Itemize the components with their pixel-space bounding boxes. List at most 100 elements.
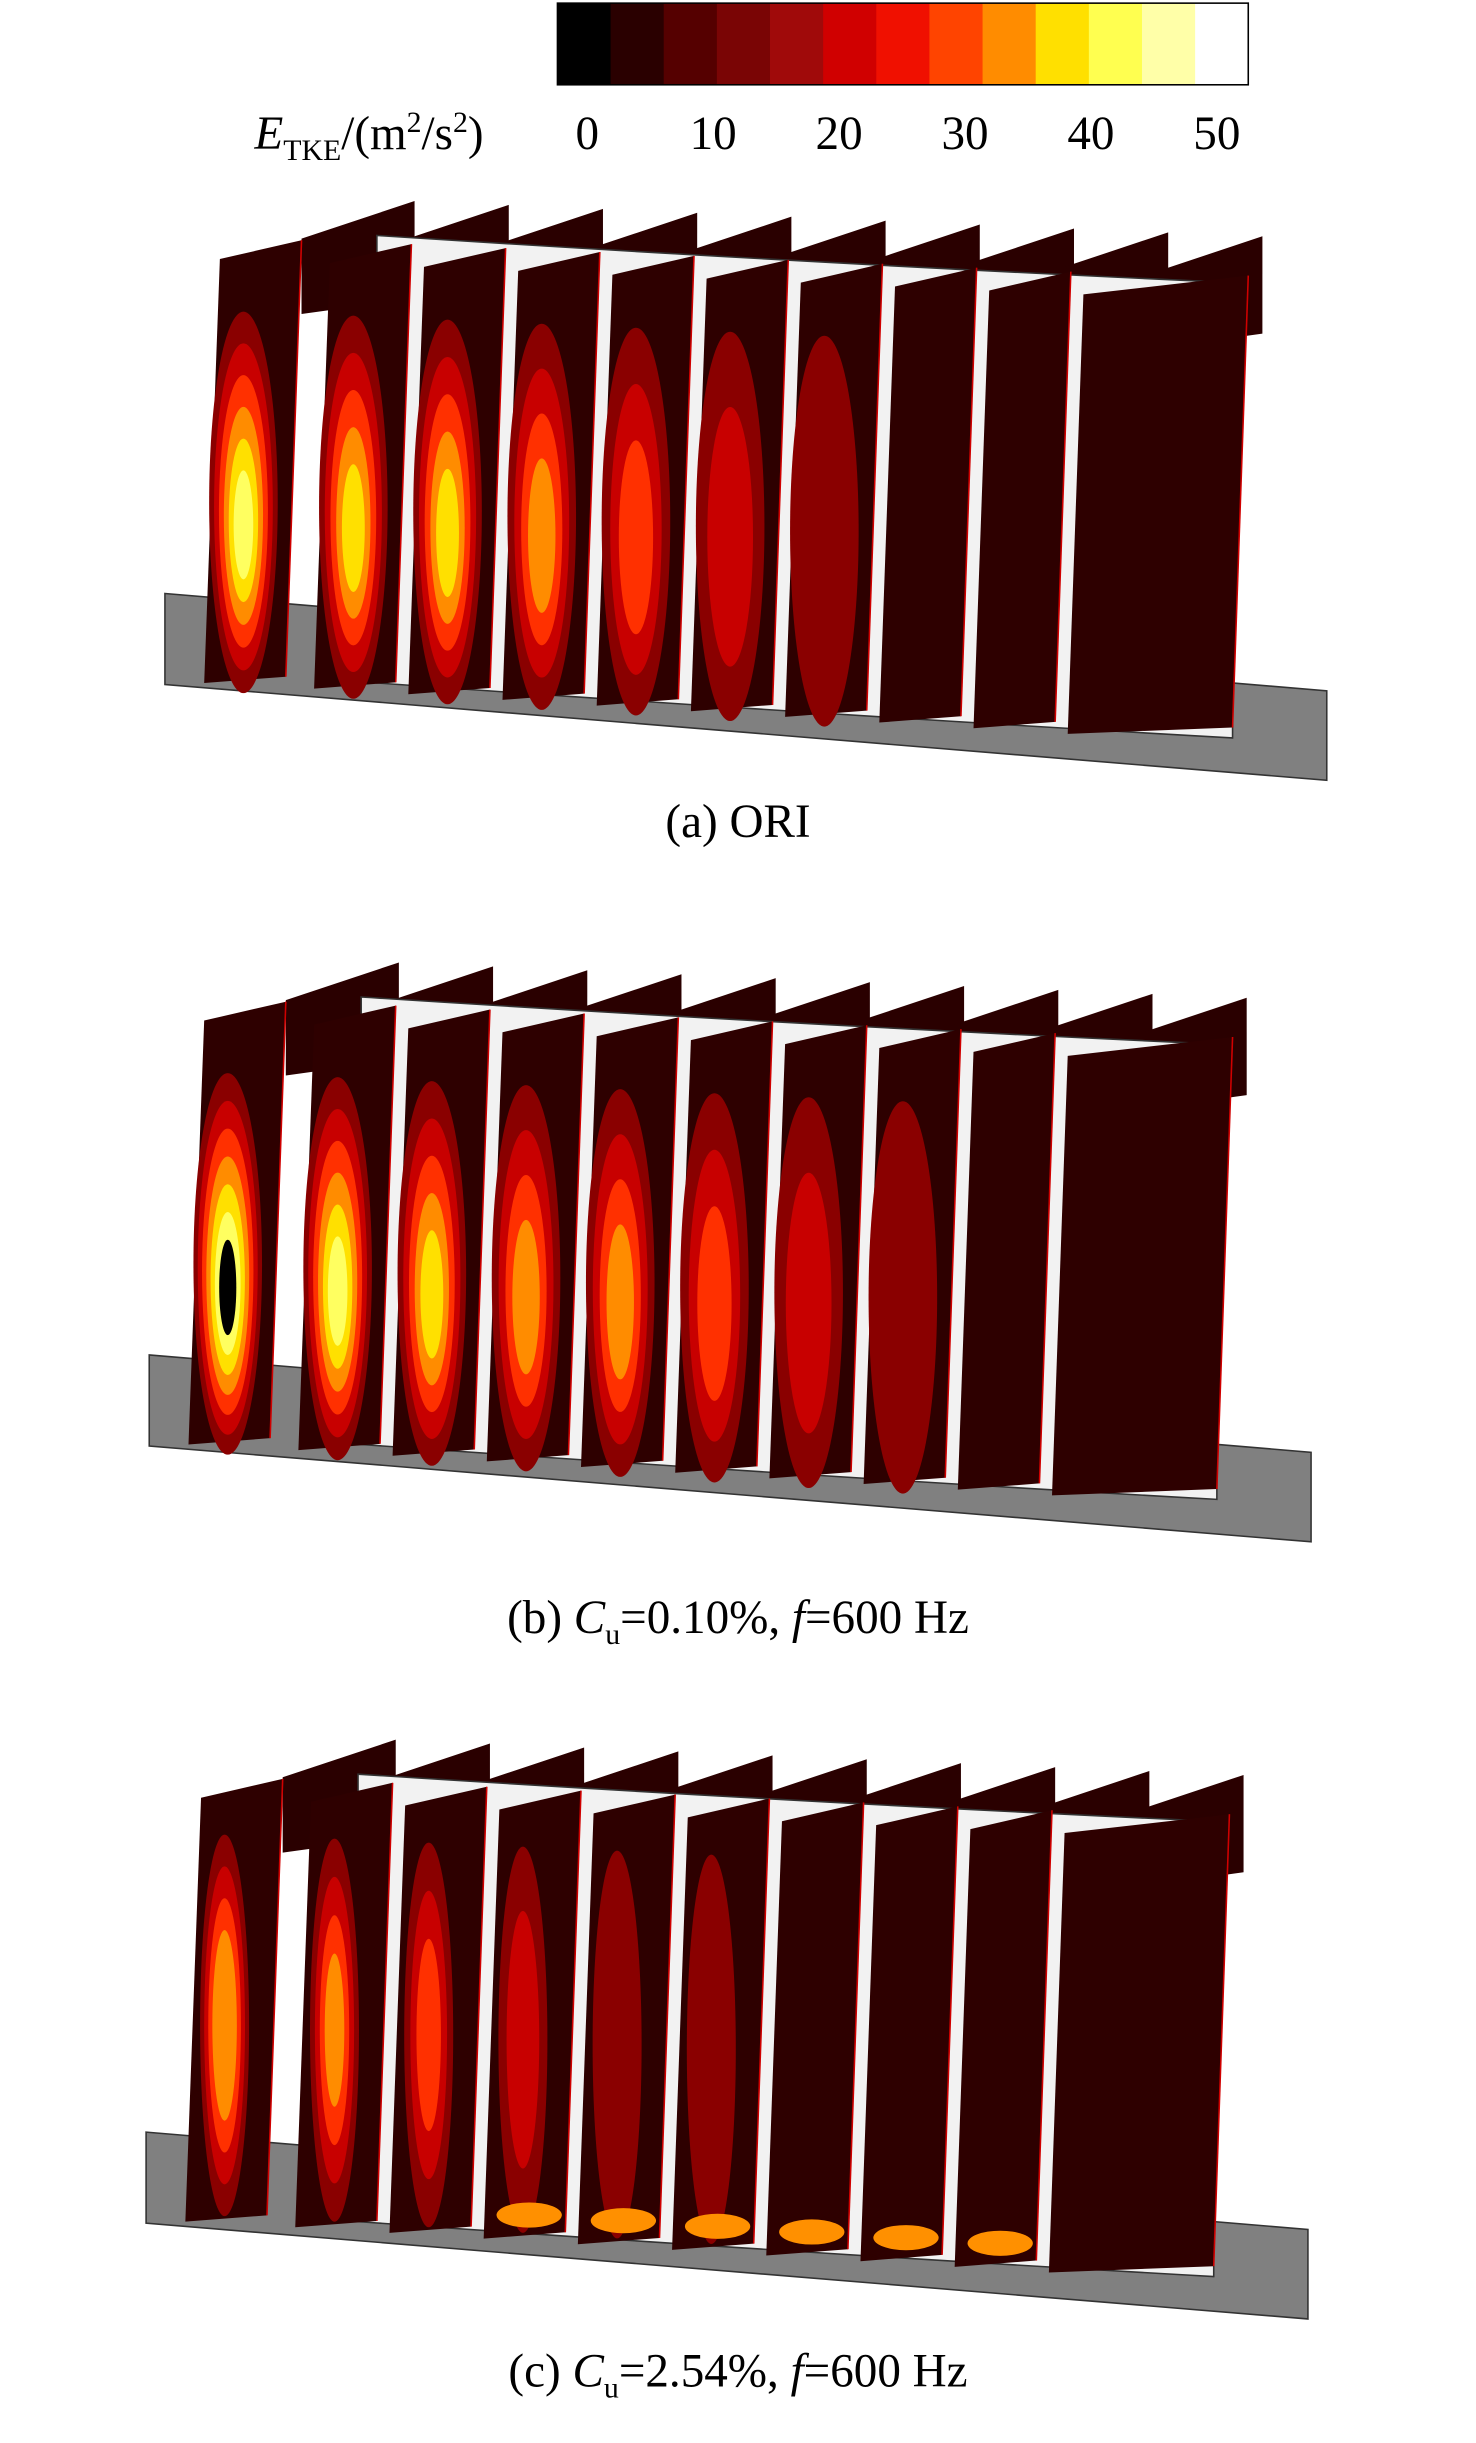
caption: (a) ORI <box>665 796 810 848</box>
panel <box>145 1739 1309 2320</box>
colorbar-frame <box>556 2 1250 86</box>
contour <box>873 2225 939 2251</box>
caption-part: (c) <box>508 2345 572 2397</box>
contour <box>790 335 859 727</box>
caption-part: (b) <box>507 1592 574 1644</box>
slab-edge <box>847 1802 865 2250</box>
colorbar-segment <box>876 3 930 85</box>
caption-part: u <box>605 1618 620 1651</box>
panel <box>148 962 1312 1543</box>
label-part: /s <box>422 108 453 160</box>
colorbar-label: ETKE/(m2/s2) <box>253 106 483 167</box>
slab-edge <box>677 255 695 700</box>
colorbar-segment <box>610 3 665 85</box>
slab-edge <box>379 1005 397 1444</box>
slab-edge <box>269 1001 287 1439</box>
colorbar-tick-label: 10 <box>690 108 737 160</box>
contour <box>324 1953 345 2107</box>
slab <box>1052 1037 1233 1496</box>
colorbar-tick-label: 30 <box>941 108 988 160</box>
contour <box>506 1911 540 2169</box>
colorbar-segment <box>982 3 1037 85</box>
colorbar-segment <box>1088 3 1143 85</box>
contour <box>686 1854 736 2244</box>
slab-edge <box>752 1798 771 2244</box>
colorbar-segment <box>929 3 984 85</box>
contour <box>967 2230 1033 2256</box>
contour <box>785 1172 832 1434</box>
contour <box>512 1219 540 1375</box>
contour <box>528 458 556 613</box>
slab <box>973 271 1071 729</box>
caption-part: u <box>604 2371 619 2404</box>
contour <box>327 1236 348 1346</box>
slab <box>879 267 977 723</box>
slab-edge <box>1035 1810 1053 2261</box>
colorbar-segment <box>770 3 824 85</box>
slab-edge <box>285 240 303 677</box>
label-part: E <box>253 108 283 160</box>
colorbar-segment <box>716 3 771 85</box>
contour <box>416 1938 441 2132</box>
slab-edge <box>376 1782 394 2222</box>
caption-part: C <box>574 1592 606 1644</box>
label-part: ) <box>468 108 484 160</box>
slab-edge <box>756 1021 774 1467</box>
slab-edge <box>564 1790 582 2233</box>
slab-edge <box>489 248 507 689</box>
colorbar-tick-label: 50 <box>1193 108 1240 160</box>
contour <box>420 1230 444 1359</box>
contour <box>618 440 654 635</box>
slab-edge <box>1216 1036 1234 1490</box>
caption: (b) Cu=0.10%, f=600 Hz <box>507 1592 969 1651</box>
caption-part: =2.54%, <box>619 2345 791 2397</box>
colorbar: 0 10 20 30 40 50 <box>556 2 1250 160</box>
slab-edge <box>473 1009 491 1450</box>
slab-edge <box>771 259 790 705</box>
contour <box>233 470 254 580</box>
caption-part: (a) ORI <box>665 796 810 848</box>
slab-edge <box>266 1778 284 2216</box>
contour <box>684 2213 751 2239</box>
slab-edge <box>944 1029 962 1478</box>
slab-edge <box>583 251 601 694</box>
slab-edge <box>1231 275 1250 728</box>
contour <box>779 2219 845 2245</box>
slab <box>957 1033 1056 1490</box>
contour <box>496 2202 562 2228</box>
caption-part: =0.10%, <box>620 1592 792 1644</box>
contour <box>219 1239 237 1336</box>
colorbar-tick-label: 40 <box>1067 108 1114 160</box>
slab-edge <box>661 1017 680 1461</box>
caption-part: =600 Hz <box>805 1592 969 1644</box>
colorbar-tick-label: 0 <box>576 108 600 160</box>
contour <box>592 1850 642 2239</box>
colorbar-segment <box>663 3 718 85</box>
contour <box>341 464 365 592</box>
caption-part: C <box>572 2345 604 2397</box>
label-part: 2 <box>453 106 468 139</box>
panel <box>164 200 1328 782</box>
slab-edge <box>658 1794 676 2238</box>
contour <box>436 468 459 598</box>
colorbar-segment <box>1035 3 1090 85</box>
slab-edge <box>1038 1033 1056 1484</box>
colorbar-tick-label: 20 <box>816 108 863 160</box>
caption-part: =600 Hz <box>804 2345 968 2397</box>
slab-edge <box>470 1786 488 2227</box>
slab <box>954 1810 1053 2267</box>
contour <box>868 1101 938 1494</box>
contour <box>590 2208 657 2234</box>
slab <box>1048 1814 1230 2273</box>
slab-edge <box>567 1013 585 1456</box>
slab-edge <box>941 1806 959 2255</box>
colorbar-segment <box>557 3 612 85</box>
slab <box>860 1806 958 2262</box>
slab-edge <box>850 1025 868 1473</box>
slab-edge <box>1212 1814 1231 2267</box>
label-part: 2 <box>407 106 422 139</box>
slab <box>1067 275 1249 734</box>
contour <box>606 1224 634 1380</box>
contour <box>216 1961 233 2089</box>
